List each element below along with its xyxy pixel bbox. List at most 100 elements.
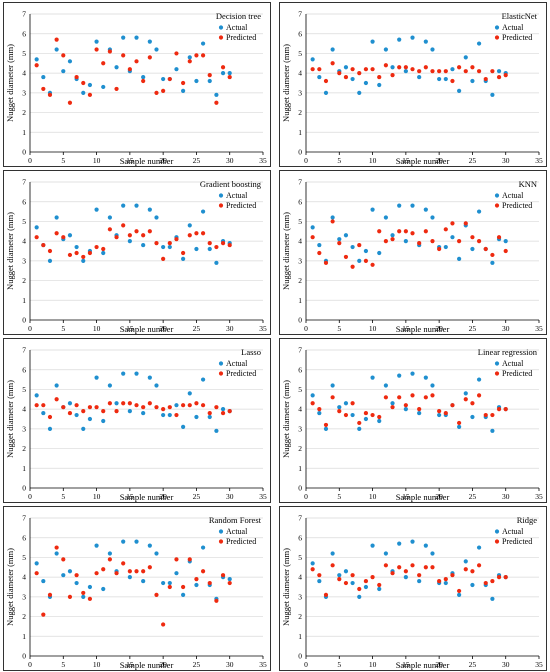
actual-point	[403, 407, 408, 412]
x-tick-label: 25	[469, 660, 477, 669]
predicted-point	[470, 401, 475, 406]
y-tick-label: 3	[22, 88, 26, 97]
y-tick-label: 3	[298, 592, 302, 601]
panel-border	[3, 170, 271, 335]
legend-marker	[494, 193, 500, 198]
actual-point	[357, 258, 362, 263]
predicted-point	[410, 563, 415, 568]
legend-marker	[494, 371, 500, 376]
actual-point	[227, 71, 232, 76]
predicted-point	[357, 71, 362, 76]
legend-marker	[494, 25, 500, 30]
predicted-point	[107, 49, 112, 54]
predicted-point	[220, 573, 226, 578]
predicted-point	[323, 78, 329, 84]
x-tick-label: 35	[259, 492, 267, 501]
actual-point	[187, 55, 192, 60]
panel-border	[279, 2, 547, 167]
x-tick-label: 35	[535, 324, 543, 333]
predicted-point	[181, 584, 186, 590]
predicted-point	[470, 569, 475, 574]
actual-point	[443, 76, 448, 82]
actual-point	[174, 67, 179, 72]
y-tick-label: 1	[22, 296, 26, 305]
actual-point	[377, 250, 382, 256]
predicted-point	[174, 412, 179, 418]
predicted-point	[141, 233, 146, 238]
predicted-point	[147, 565, 152, 570]
predicted-point	[463, 397, 468, 402]
actual-point	[357, 426, 362, 431]
predicted-point	[410, 67, 415, 72]
predicted-point	[337, 409, 342, 414]
predicted-point	[187, 59, 192, 64]
actual-point	[476, 545, 482, 550]
predicted-point	[323, 260, 329, 265]
y-tick-label: 0	[298, 484, 302, 493]
x-tick-label: 30	[502, 324, 510, 333]
actual-point	[161, 412, 166, 418]
y-tick-label: 0	[298, 316, 302, 325]
x-tick-label: 15	[402, 324, 410, 333]
predicted-point	[141, 78, 146, 84]
predicted-point	[417, 69, 422, 74]
predicted-point	[437, 409, 442, 414]
actual-point	[490, 92, 495, 97]
x-tick-label: 0	[304, 492, 308, 501]
actual-point	[94, 39, 99, 44]
actual-point	[363, 584, 369, 590]
actual-point	[47, 258, 53, 263]
predicted-point	[410, 393, 415, 398]
predicted-point	[167, 241, 172, 246]
actual-point	[41, 74, 46, 80]
predicted-point	[154, 405, 159, 410]
actual-point	[154, 215, 159, 220]
x-tick-label: 10	[369, 660, 377, 669]
predicted-point	[207, 241, 212, 246]
predicted-point	[437, 578, 442, 584]
actual-point	[476, 377, 482, 382]
predicted-point	[490, 69, 495, 74]
x-axis-title: Sample number	[396, 156, 450, 166]
x-tick-label: 10	[93, 156, 101, 165]
y-tick-label: 5	[298, 217, 302, 226]
predicted-point	[450, 403, 455, 408]
predicted-point	[417, 573, 422, 578]
predicted-point	[67, 252, 73, 258]
actual-point	[337, 573, 342, 578]
predicted-point	[390, 571, 395, 576]
predicted-point	[167, 76, 172, 82]
actual-point	[181, 88, 186, 93]
predicted-point	[496, 407, 502, 412]
actual-point	[61, 69, 66, 74]
predicted-point	[74, 403, 79, 408]
y-tick-label: 5	[22, 217, 26, 226]
actual-point	[503, 239, 508, 244]
predicted-point	[430, 565, 435, 570]
actual-point	[81, 258, 86, 263]
legend-marker	[494, 361, 500, 366]
predicted-point	[220, 241, 226, 246]
predicted-point	[187, 403, 192, 408]
x-tick-label: 20	[435, 324, 443, 333]
actual-point	[194, 414, 199, 420]
predicted-point	[383, 239, 388, 244]
predicted-point	[74, 74, 79, 80]
actual-point	[437, 76, 442, 82]
predicted-point	[134, 569, 139, 574]
predicted-point	[114, 571, 119, 576]
x-tick-label: 20	[435, 660, 443, 669]
predicted-point	[47, 248, 53, 254]
y-tick-label: 4	[22, 405, 26, 414]
predicted-point	[350, 573, 355, 578]
predicted-point	[337, 241, 342, 246]
predicted-point	[337, 577, 342, 582]
actual-point	[330, 215, 335, 220]
predicted-point	[403, 403, 408, 408]
x-tick-label: 0	[28, 492, 32, 501]
predicted-point	[397, 565, 402, 570]
y-tick-label: 2	[22, 276, 26, 285]
predicted-point	[383, 395, 388, 400]
legend-label: Predicted	[226, 201, 256, 210]
predicted-point	[214, 598, 219, 603]
